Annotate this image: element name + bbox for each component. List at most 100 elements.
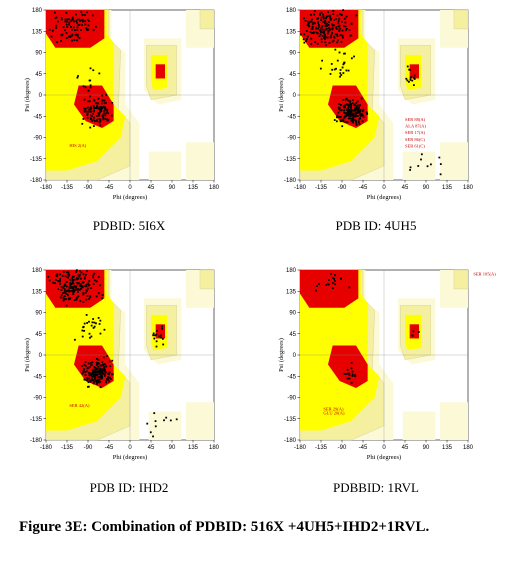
residue-point <box>333 68 336 71</box>
residue-point <box>81 372 84 375</box>
residue-point <box>92 283 95 286</box>
residue-point <box>75 13 77 16</box>
residue-point <box>70 26 72 28</box>
residue-point <box>83 364 86 366</box>
residue-point <box>88 100 91 103</box>
residue-point <box>93 380 96 383</box>
residue-point <box>109 365 112 367</box>
residue-point <box>103 102 106 105</box>
residue-point <box>306 35 309 38</box>
residue-point <box>357 109 360 112</box>
residue-point <box>105 380 108 383</box>
residue-point <box>95 381 98 383</box>
residue-point <box>88 298 91 300</box>
residue-point <box>350 113 353 115</box>
residue-point <box>99 386 102 389</box>
residue-point <box>341 125 344 128</box>
residue-point <box>412 330 415 333</box>
panel-label-1rvl: PDBBID: 1RVL <box>333 480 419 495</box>
residue-point <box>317 22 320 24</box>
residue-point <box>90 379 93 381</box>
residue-point <box>169 419 172 422</box>
residue-point <box>99 118 102 121</box>
residue-point <box>92 381 95 384</box>
residue-point <box>439 163 442 166</box>
residue-point <box>346 103 349 106</box>
residue-point <box>92 382 95 385</box>
residue-point <box>320 31 322 34</box>
residue-point <box>57 280 60 282</box>
residue-point <box>343 61 345 64</box>
residue-point <box>81 18 84 21</box>
residue-point <box>332 276 334 279</box>
residue-point <box>420 158 422 161</box>
residue-point <box>82 369 85 372</box>
residue-point <box>70 290 73 292</box>
residue-point <box>321 59 324 62</box>
residue-point <box>311 26 314 29</box>
residue-point <box>303 17 305 20</box>
residue-point <box>85 289 88 292</box>
residue-point <box>87 28 90 31</box>
residue-point <box>97 381 100 384</box>
residue-point <box>358 104 361 107</box>
x-tick-label: 45 <box>148 445 155 451</box>
residue-point <box>104 363 107 366</box>
residue-point <box>327 14 330 17</box>
residue-point <box>327 30 330 33</box>
residue-point <box>347 114 350 117</box>
x-tick-label: -180 <box>40 445 53 451</box>
residue-point <box>320 38 323 41</box>
residue-point <box>338 29 341 32</box>
residue-point <box>355 111 357 114</box>
residue-point <box>77 277 80 280</box>
residue-point <box>86 379 88 382</box>
residue-point <box>334 274 336 277</box>
residue-point <box>163 419 165 422</box>
residue-point <box>355 114 357 117</box>
residue-point <box>71 286 74 289</box>
residue-annotation: GLU 20(A) <box>323 411 345 416</box>
residue-point <box>88 108 91 111</box>
residue-point <box>91 120 93 122</box>
residue-point <box>56 275 59 278</box>
residue-point <box>90 114 92 117</box>
residue-point <box>83 276 86 279</box>
residue-point <box>351 102 354 105</box>
residue-point <box>161 327 163 330</box>
residue-point <box>317 24 320 26</box>
residue-point <box>88 280 91 282</box>
residue-point <box>359 110 362 113</box>
residue-point <box>81 329 84 332</box>
residue-point <box>97 362 100 365</box>
residue-point <box>348 377 351 380</box>
residue-point <box>84 20 87 23</box>
residue-point <box>336 35 339 37</box>
y-tick-label: 45 <box>289 72 296 78</box>
residue-point <box>326 25 329 27</box>
residue-point <box>93 366 96 369</box>
residue-point <box>72 275 74 278</box>
residue-point <box>101 368 104 371</box>
residue-point <box>346 368 349 371</box>
x-axis-title: Phi (degrees) <box>367 454 401 461</box>
residue-point <box>165 416 168 419</box>
residue-point <box>317 20 320 23</box>
residue-point <box>88 332 91 335</box>
residue-point <box>109 376 111 379</box>
residue-point <box>310 13 312 16</box>
residue-point <box>321 34 324 37</box>
residue-point <box>323 33 326 36</box>
residue-point <box>356 115 359 117</box>
residue-point <box>92 112 95 115</box>
residue-point <box>98 112 101 115</box>
residue-point <box>62 271 65 273</box>
residue-point <box>71 16 74 19</box>
residue-point <box>89 110 92 113</box>
residue-point <box>98 114 100 117</box>
residue-point <box>356 100 359 103</box>
residue-point <box>161 337 164 340</box>
residue-point <box>332 10 335 12</box>
residue-point <box>71 282 74 284</box>
residue-point <box>336 14 339 17</box>
